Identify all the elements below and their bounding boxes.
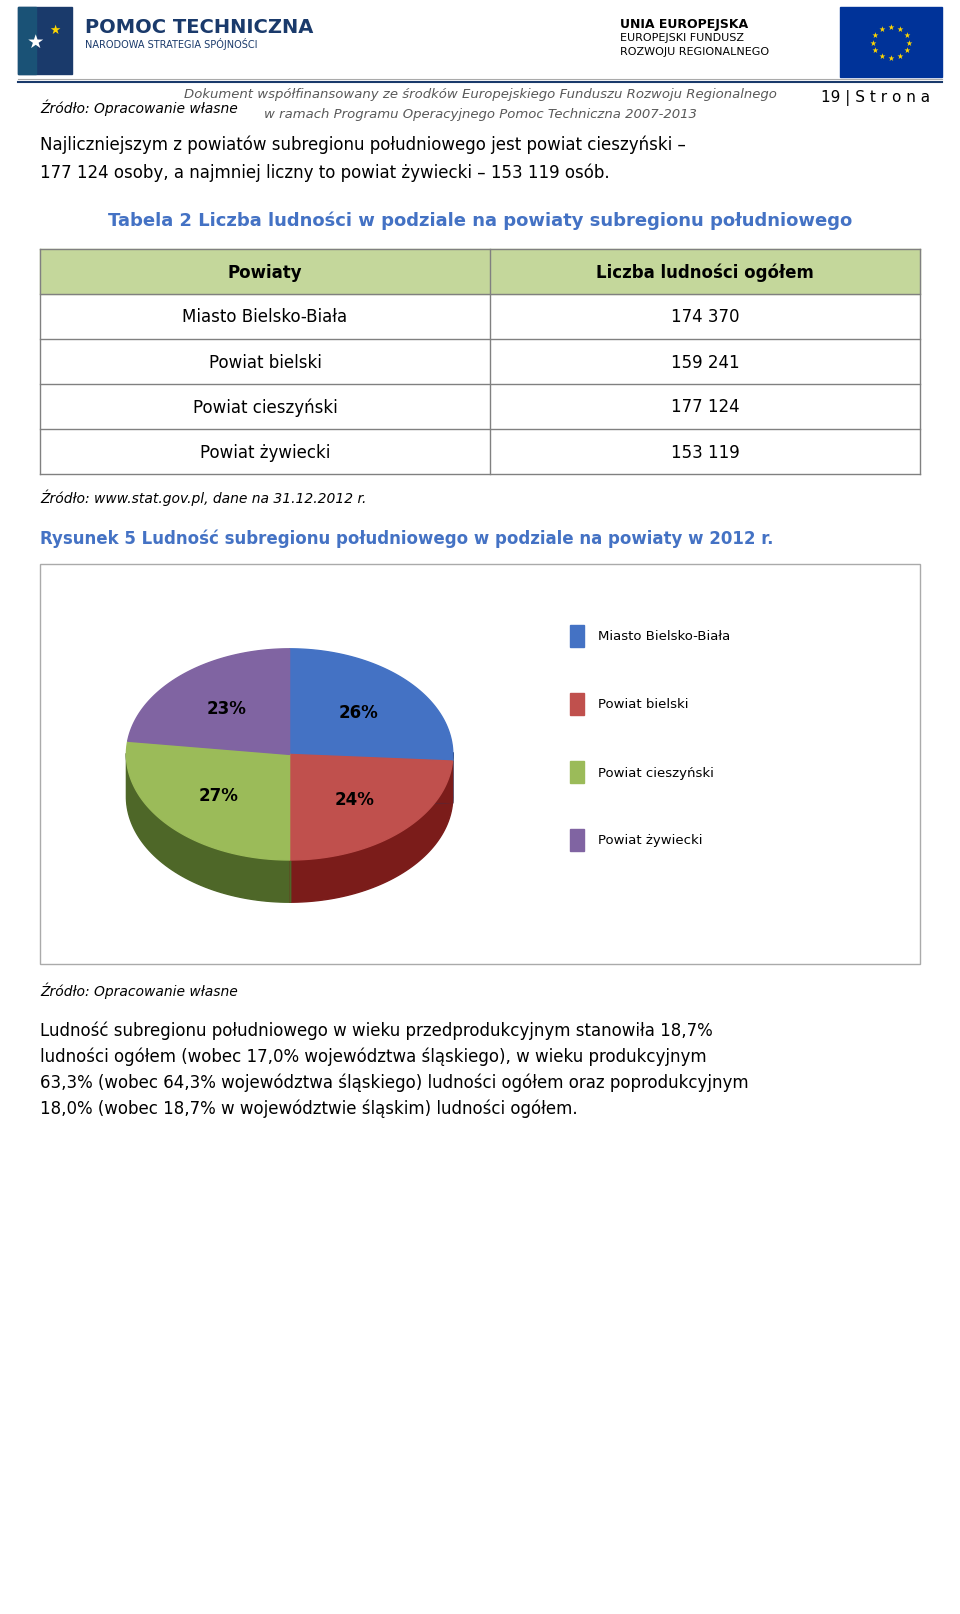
Text: 159 241: 159 241 — [671, 353, 739, 371]
Text: Liczba ludności ogółem: Liczba ludności ogółem — [596, 263, 814, 281]
Text: 63,3% (wobec 64,3% województwa śląskiego) ludności ogółem oraz poprodukcyjnym: 63,3% (wobec 64,3% województwa śląskiego… — [40, 1072, 749, 1091]
Text: Miasto Bielsko-Biała: Miasto Bielsko-Biała — [598, 629, 731, 642]
Text: 26%: 26% — [339, 704, 378, 721]
Text: ★: ★ — [888, 53, 895, 63]
Polygon shape — [127, 754, 290, 902]
Text: ★: ★ — [872, 47, 878, 55]
Bar — [40, 250, 920, 295]
Text: 19 | S t r o n a: 19 | S t r o n a — [821, 90, 930, 107]
Text: Dokument współfinansowany ze środków Europejskiego Funduszu Rozwoju Regionalnego: Dokument współfinansowany ze środków Eur… — [183, 87, 777, 102]
Text: POMOC TECHNICZNA: POMOC TECHNICZNA — [85, 18, 313, 37]
Text: ★: ★ — [905, 39, 912, 47]
Text: 24%: 24% — [334, 791, 374, 809]
Bar — [40, 565, 920, 965]
Text: ★: ★ — [872, 31, 878, 40]
Text: 177 124 osoby, a najmniej liczny to powiat żywiecki – 153 119 osób.: 177 124 osoby, a najmniej liczny to powi… — [40, 163, 610, 181]
Bar — [840, 8, 942, 77]
Text: Źródło: Opracowanie własne: Źródło: Opracowanie własne — [40, 983, 238, 999]
Text: Powiat żywiecki: Powiat żywiecki — [598, 834, 703, 847]
Text: ★: ★ — [878, 26, 885, 34]
Text: Powiat cieszyński: Powiat cieszyński — [598, 767, 714, 780]
Text: ★: ★ — [903, 31, 910, 40]
Text: w ramach Programu Operacyjnego Pomoc Techniczna 2007-2013: w ramach Programu Operacyjnego Pomoc Tec… — [264, 108, 696, 121]
Text: ★: ★ — [49, 24, 60, 37]
Polygon shape — [290, 762, 452, 902]
Polygon shape — [290, 755, 452, 860]
Text: Miasto Bielsko-Biała: Miasto Bielsko-Biała — [182, 308, 348, 326]
Text: Powiat cieszyński: Powiat cieszyński — [193, 399, 337, 416]
Text: Źródło: www.stat.gov.pl, dane na 31.12.2012 r.: Źródło: www.stat.gov.pl, dane na 31.12.2… — [40, 489, 367, 507]
Text: 177 124: 177 124 — [671, 399, 739, 416]
Text: 153 119: 153 119 — [671, 444, 739, 462]
Text: EUROPEJSKI FUNDUSZ: EUROPEJSKI FUNDUSZ — [620, 32, 744, 44]
Text: Rysunek 5 Ludność subregionu południowego w podziale na powiaty w 2012 r.: Rysunek 5 Ludność subregionu południoweg… — [40, 529, 774, 549]
Polygon shape — [128, 649, 290, 755]
Text: Najliczniejszym z powiatów subregionu południowego jest powiat cieszyński –: Najliczniejszym z powiatów subregionu po… — [40, 136, 685, 153]
Text: Powiat bielski: Powiat bielski — [598, 699, 689, 712]
Text: ★: ★ — [903, 47, 910, 55]
Text: ★: ★ — [888, 23, 895, 32]
Polygon shape — [290, 755, 452, 804]
Text: ludności ogółem (wobec 17,0% województwa śląskiego), w wieku produkcyjnym: ludności ogółem (wobec 17,0% województwa… — [40, 1046, 707, 1065]
Bar — [570, 694, 584, 715]
Text: ★: ★ — [26, 32, 44, 52]
Text: ROZWOJU REGIONALNEGO: ROZWOJU REGIONALNEGO — [620, 47, 769, 56]
Text: 23%: 23% — [207, 700, 247, 718]
Text: 27%: 27% — [199, 786, 238, 804]
Text: Tabela 2 Liczba ludności w podziale na powiaty subregionu południowego: Tabela 2 Liczba ludności w podziale na p… — [108, 211, 852, 231]
Text: NARODOWA STRATEGIA SPÓJNOŚCI: NARODOWA STRATEGIA SPÓJNOŚCI — [85, 39, 257, 50]
Polygon shape — [18, 8, 72, 74]
Bar — [570, 626, 584, 647]
Text: Powiat bielski: Powiat bielski — [208, 353, 322, 371]
Bar — [570, 762, 584, 783]
Text: 18,0% (wobec 18,7% w województwie śląskim) ludności ogółem.: 18,0% (wobec 18,7% w województwie śląski… — [40, 1098, 578, 1117]
Text: ★: ★ — [878, 52, 885, 61]
Text: Ludność subregionu południowego w wieku przedprodukcyjnym stanowiła 18,7%: Ludność subregionu południowego w wieku … — [40, 1020, 712, 1039]
Polygon shape — [290, 755, 452, 804]
Text: ★: ★ — [870, 39, 876, 47]
Text: ★: ★ — [897, 26, 903, 34]
Text: ★: ★ — [897, 52, 903, 61]
Text: 174 370: 174 370 — [671, 308, 739, 326]
Bar — [18, 8, 36, 74]
Polygon shape — [127, 742, 290, 860]
Text: UNIA EUROPEJSKA: UNIA EUROPEJSKA — [620, 18, 748, 31]
Text: Źródło: Opracowanie własne: Źródło: Opracowanie własne — [40, 100, 238, 116]
Text: Powiat żywiecki: Powiat żywiecki — [200, 444, 330, 462]
Polygon shape — [290, 649, 453, 762]
Text: Powiaty: Powiaty — [228, 263, 302, 281]
Bar — [570, 830, 584, 852]
